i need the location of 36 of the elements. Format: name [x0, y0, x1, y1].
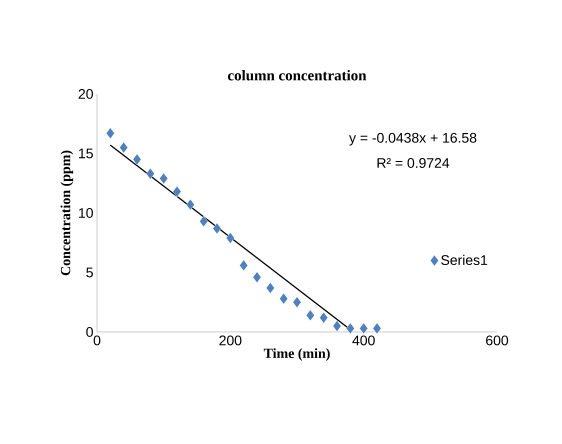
point	[159, 172, 168, 184]
x-tick-label: 200	[219, 335, 242, 346]
y-axis-title: Concentration (ppm)	[60, 150, 74, 276]
annotation: R² = 0.9724	[378, 158, 450, 168]
point	[279, 292, 288, 304]
point	[186, 198, 195, 210]
point	[332, 320, 342, 332]
point	[132, 154, 142, 166]
x-tick-label: 400	[352, 335, 375, 346]
point	[146, 168, 155, 180]
point	[106, 128, 115, 139]
point	[292, 296, 302, 308]
point	[266, 282, 275, 294]
point	[346, 322, 355, 334]
point	[359, 322, 368, 334]
point	[172, 186, 182, 198]
y-tick-label: 20	[78, 89, 93, 99]
point	[226, 232, 235, 244]
chart-title: column concentration	[228, 70, 366, 80]
point	[306, 310, 315, 322]
point	[252, 272, 262, 283]
point	[319, 312, 328, 324]
x-tick-label: 600	[486, 335, 508, 346]
legend-label: Series1	[441, 254, 488, 266]
point	[372, 322, 382, 334]
y-tick-label: 10	[79, 208, 93, 218]
annotation: y = -0.0438x + 16.58	[349, 132, 476, 146]
y-tick-label: 0	[86, 327, 93, 337]
point	[119, 142, 128, 154]
y-tick-label: 15	[79, 148, 93, 158]
point	[239, 260, 248, 272]
x-tick-label: 0	[94, 335, 100, 346]
y-tick-label: 5	[86, 268, 93, 278]
x-axis-title: Time (min)	[264, 348, 330, 361]
point	[199, 216, 208, 228]
point	[212, 222, 222, 234]
